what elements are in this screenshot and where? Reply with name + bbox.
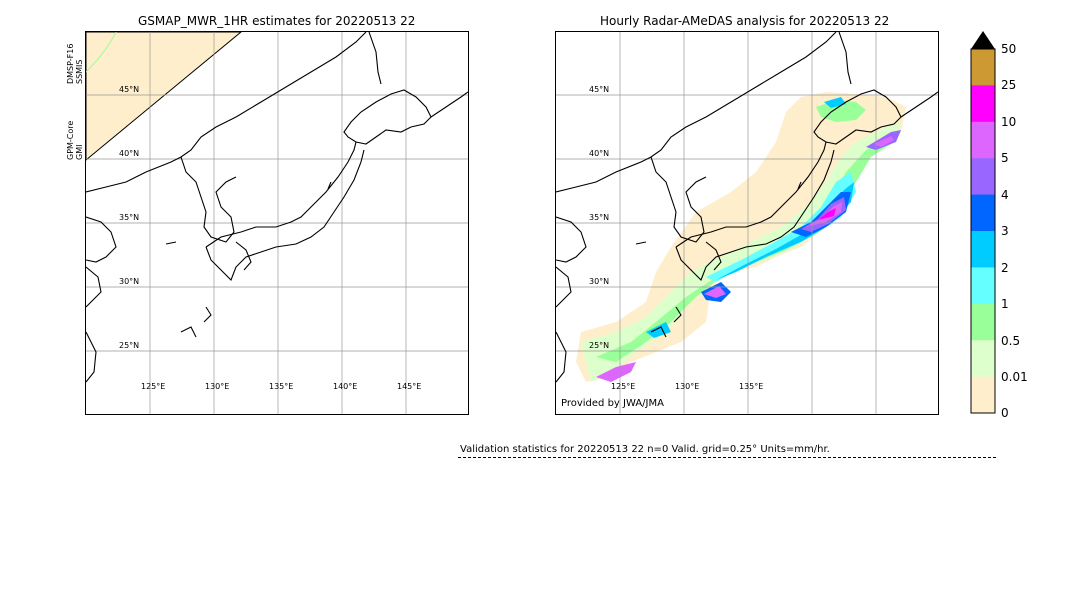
colorbar-swatch [971, 340, 995, 378]
validation-stats: Validation statistics for 20220513 22 n=… [460, 444, 830, 455]
left-lat-label-30: 30°N [119, 277, 140, 286]
sensor-label-gpm: GPM-Core GMI [66, 120, 84, 160]
swath-coverage [86, 32, 242, 161]
left-lon-label-135: 135°E [269, 382, 294, 391]
left-gridlines [86, 32, 468, 414]
left-lat-label-45: 45°N [119, 85, 140, 94]
left-lon-label-140: 140°E [333, 382, 358, 391]
colorbar-swatch [971, 231, 995, 268]
right-map-canvas [556, 32, 938, 414]
colorbar-swatch [971, 121, 995, 159]
rain-1 [596, 132, 901, 362]
colorbar-label-1: 1 [1001, 297, 1009, 311]
left-coastlines [86, 32, 468, 383]
left-lon-label-125: 125°E [141, 382, 166, 391]
colorbar [970, 31, 996, 414]
left-lon-label-145: 145°E [397, 382, 422, 391]
sensor-label-dmsp: DMSP-F16 SSMIS [66, 43, 84, 84]
rain-10 [806, 202, 842, 227]
colorbar-extend-arrow [971, 31, 995, 49]
colorbar-label-25: 25 [1001, 78, 1017, 92]
colorbar-swatch [971, 194, 995, 232]
colorbar-label-2: 2 [1001, 261, 1009, 275]
left-lat-label-25: 25°N [119, 341, 140, 350]
right-gridlines [556, 32, 938, 414]
colorbar-label-4: 4 [1001, 188, 1009, 202]
colorbar-label-50: 50 [1001, 42, 1017, 56]
right-map [555, 31, 939, 415]
colorbar-swatch [971, 49, 995, 86]
left-lat-label-35: 35°N [119, 213, 140, 222]
colorbar-swatch [971, 85, 995, 123]
right-lon-label-130: 130°E [675, 382, 700, 391]
colorbar-swatch [971, 376, 995, 414]
colorbar-label-10: 10 [1001, 115, 1017, 129]
rain-25 [818, 208, 836, 220]
left-lon-label-130: 130°E [205, 382, 230, 391]
swath-edge [86, 32, 117, 73]
rain-sw-1 [596, 362, 636, 382]
right-panel-title: Hourly Radar-AMeDAS analysis for 2022051… [600, 14, 890, 28]
colorbar-swatch [971, 267, 995, 305]
colorbar-label-5: 5 [1001, 151, 1009, 165]
colorbar-label-3: 3 [1001, 224, 1009, 238]
left-map [85, 31, 469, 415]
left-lat-label-40: 40°N [119, 149, 140, 158]
right-lon-label-135: 135°E [739, 382, 764, 391]
right-lat-label-30: 30°N [589, 277, 610, 286]
colorbar-label-0.01: 0.01 [1001, 370, 1028, 384]
rain-north-core [874, 136, 894, 147]
right-lon-label-125: 125°E [611, 382, 636, 391]
left-map-canvas [86, 32, 468, 414]
colorbar-label-0.5: 0.5 [1001, 334, 1021, 348]
rain-0.5 [581, 122, 901, 382]
right-lat-label-25: 25°N [589, 341, 610, 350]
right-coastlines [556, 32, 938, 383]
colorbar-label-0: 0 [1001, 406, 1009, 420]
data-credit: Provided by JWA/JMA [561, 398, 664, 409]
colorbar-swatch [971, 158, 995, 196]
validation-divider [458, 457, 996, 458]
right-lat-label-35: 35°N [589, 213, 610, 222]
colorbar-swatch [971, 303, 995, 341]
rain-south-2 [704, 286, 726, 298]
left-panel-title: GSMAP_MWR_1HR estimates for 20220513 22 [138, 14, 416, 28]
right-lat-label-40: 40°N [589, 149, 610, 158]
right-lat-label-45: 45°N [589, 85, 610, 94]
